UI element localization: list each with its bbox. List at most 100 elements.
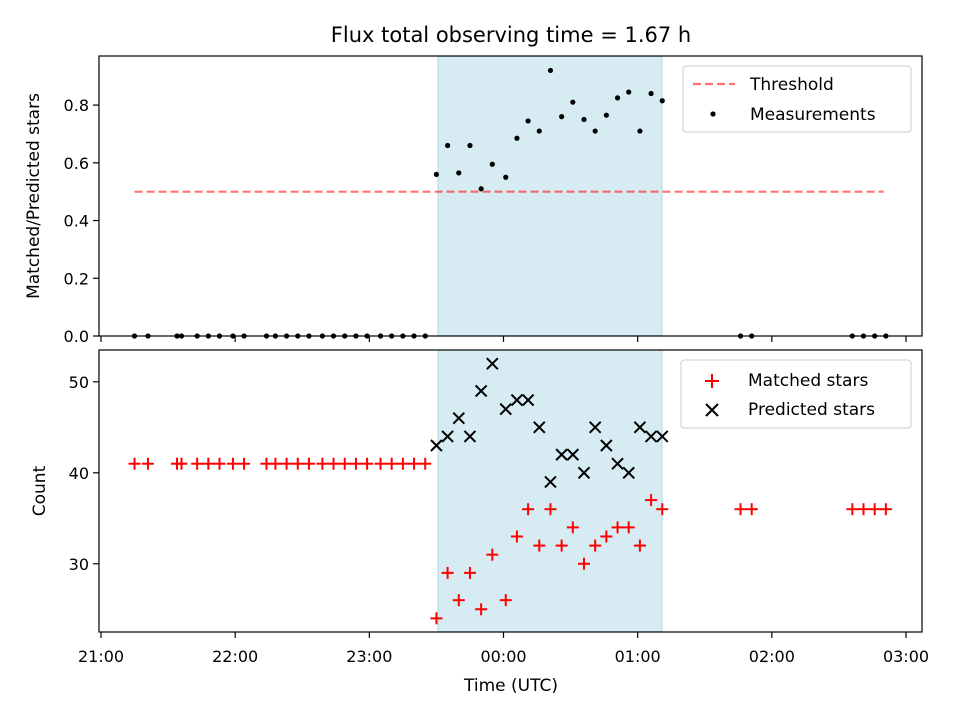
count-points [128,357,892,625]
matched-star-point [745,503,758,516]
measurement-point [433,171,440,177]
measurement-point [559,114,565,120]
matched-star-point [202,457,215,470]
bottom-y-axis-label: Count [30,465,50,516]
bottom-x-axis: 21:00 22:00 23:00 00:00 01:00 02:00 03:00 [78,632,929,666]
x-tick-label: 21:00 [78,647,124,666]
matched-star-point [868,503,881,516]
matched-star-point [734,503,747,516]
matched-star-point [385,457,398,470]
matched-star-point [430,612,443,625]
matched-star-point [269,457,282,470]
measurement-point [503,174,509,180]
matched-star-point [441,566,454,579]
top-plot-frame [98,55,923,337]
measurement-point [581,116,587,123]
x-tick-label: 22:00 [212,647,258,666]
top-highlight-span [437,55,663,337]
y-tick-label: 40 [69,464,89,483]
y-tick-label: 0.0 [64,327,89,346]
matched-star-point [475,603,488,616]
matched-star-point [463,566,476,579]
matched-star-point [522,503,535,516]
matched-star-point [361,457,374,470]
matched-legend-marker [705,374,719,388]
predicted-star-point [656,430,669,443]
bottom-y-axis: 30 40 50 [69,373,99,574]
bottom-legend: Matched stars Predicted stars [680,359,912,429]
matched-star-point [191,457,204,470]
top-x-axis-ticks [100,336,907,342]
measurements-legend-marker [710,111,716,117]
measurement-point [489,161,495,167]
measurement-point [648,90,654,97]
matched-star-point [316,457,329,470]
predicted-star-point [588,421,602,434]
matched-legend-label: Matched stars [748,371,868,391]
y-tick-label: 0.8 [64,96,89,115]
matched-star-point [226,457,239,470]
matched-star-point [338,457,351,470]
bottom-highlight-span [437,349,663,633]
predicted-star-point [452,412,465,425]
matched-star-point [238,457,251,470]
measurement-point [570,99,576,105]
measurement-point [444,142,451,149]
matched-star-point [633,539,646,552]
matched-star-point [544,503,557,516]
y-tick-label: 0.2 [64,269,89,288]
predicted-star-point [644,430,658,443]
measurement-point [603,112,609,118]
predicted-star-point [611,457,624,470]
matched-star-point [611,521,624,534]
measurements-legend-label: Measurements [750,105,876,125]
matched-star-point [499,594,512,607]
measurement-point [514,135,520,141]
measurement-point [478,186,484,192]
top-panel: 0.00.20.40.60.8 Matched/Predicted stars … [24,55,923,346]
threshold-legend-label: Threshold [749,75,834,95]
matched-star-point [566,521,579,534]
predicted-star-point [544,475,557,489]
measurement-point [467,142,473,149]
x-tick-label: 02:00 [749,647,795,666]
matched-star-point [419,457,432,470]
matched-star-point [486,548,499,561]
predicted-star-point [633,421,647,434]
measurement-point [614,95,621,101]
predicted-star-point [463,430,477,443]
top-legend: Threshold Measurements [682,65,912,133]
matched-star-point [578,557,590,570]
matched-star-point [622,521,635,534]
matched-star-point [656,503,669,516]
measurement-point [547,67,554,74]
top-y-axis: 0.0 0.2 0.4 0.6 0.8 [64,96,99,346]
predicted-star-point [474,384,488,398]
y-tick-label: 0.6 [64,154,89,173]
bottom-plot-frame [98,349,923,633]
matched-star-point [600,530,613,543]
predicted-star-point [499,402,512,416]
matched-star-point [645,494,658,507]
matched-star-point [879,503,892,516]
matched-star-point [280,457,293,470]
matched-star-point [589,539,602,552]
chart-title: Flux total observing time = 1.67 h [331,23,691,47]
matched-star-point [141,457,154,470]
matched-star-point [396,457,409,470]
matched-star-point [846,503,859,516]
matched-star-point [374,457,387,470]
measurement-point [456,170,462,176]
predicted-star-point [510,393,524,407]
predicted-star-point [430,439,443,452]
x-tick-label: 03:00 [883,647,929,666]
predicted-legend-label: Predicted stars [748,400,875,420]
top-y-axis-label: Matched/Predicted stars [24,93,44,299]
matched-star-point [213,457,226,470]
predicted-star-point [486,357,499,370]
bottom-panel: 30 40 50 21:00 22:00 23:00 00:00 01:00 02:00 03:… [30,349,929,696]
matched-star-point [408,457,421,470]
y-tick-label: 30 [69,555,89,574]
predicted-star-point [441,430,454,443]
